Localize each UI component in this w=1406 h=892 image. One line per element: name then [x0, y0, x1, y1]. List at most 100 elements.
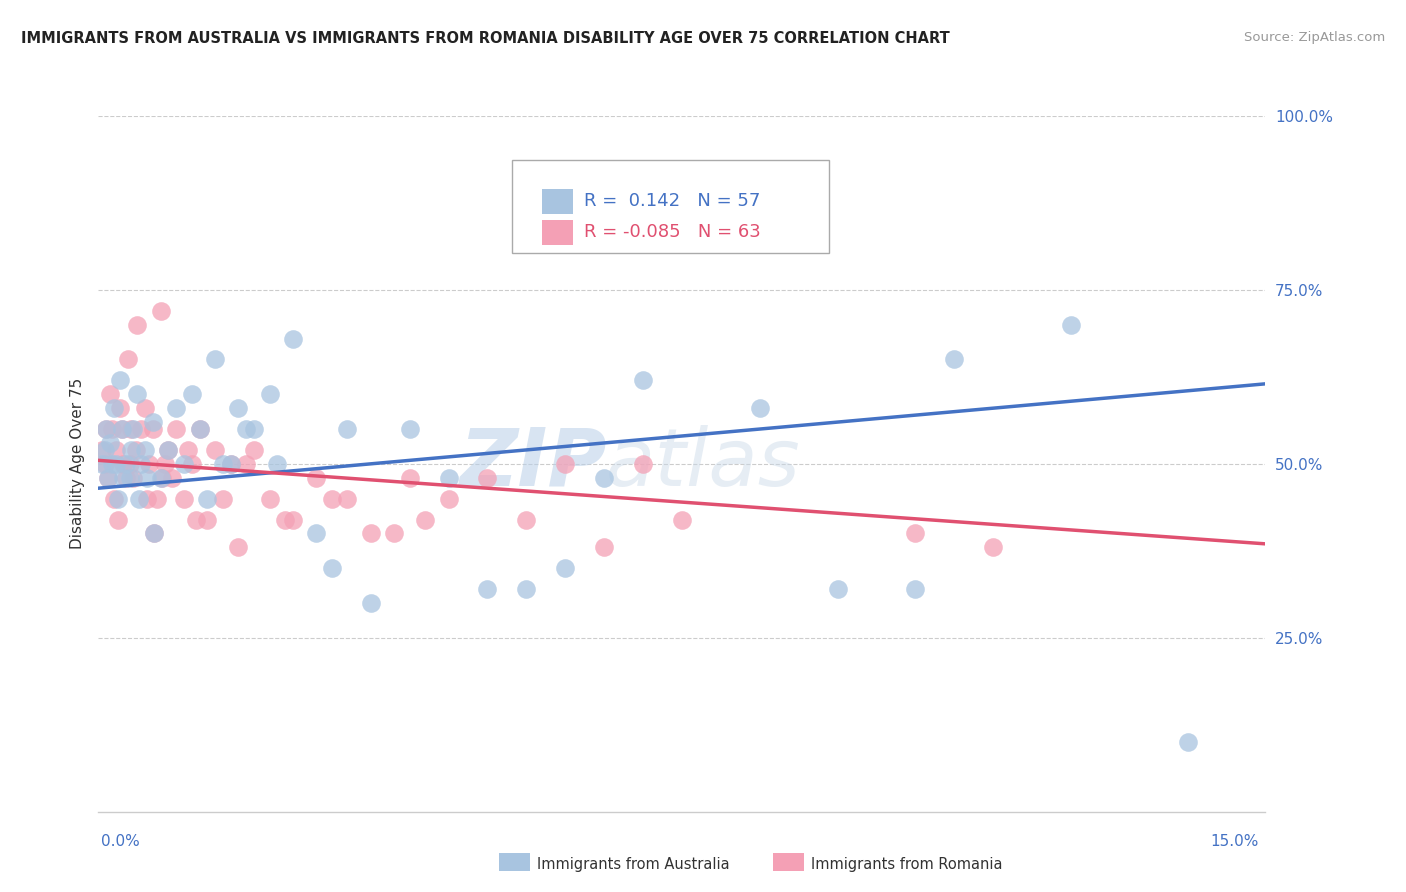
Point — [93, 457, 115, 471]
Point — [97, 471, 120, 485]
Point — [398, 471, 420, 485]
Point — [259, 387, 281, 401]
Point — [91, 457, 114, 471]
Point — [127, 387, 149, 401]
Point — [157, 442, 180, 457]
Point — [212, 457, 235, 471]
Point — [259, 491, 281, 506]
Point — [243, 442, 266, 457]
Point — [129, 457, 152, 471]
Point — [98, 436, 121, 450]
Point — [593, 471, 616, 485]
Point — [165, 422, 187, 436]
Point — [138, 457, 160, 471]
Point — [981, 541, 1004, 555]
Point — [127, 318, 149, 332]
Point — [153, 457, 176, 471]
Point — [228, 541, 250, 555]
Point — [827, 582, 849, 596]
Point — [398, 422, 420, 436]
Point — [112, 457, 135, 471]
Point — [134, 442, 156, 457]
Point — [112, 471, 135, 485]
Point — [195, 491, 218, 506]
Point — [204, 442, 226, 457]
Point — [135, 471, 157, 485]
Text: Immigrants from Australia: Immigrants from Australia — [537, 857, 730, 871]
Point — [103, 491, 125, 506]
Point — [143, 526, 166, 541]
Point — [235, 422, 257, 436]
Point — [117, 352, 139, 367]
Point — [228, 401, 250, 416]
Point — [515, 512, 537, 526]
Point — [382, 526, 405, 541]
Point — [219, 457, 242, 471]
Point — [748, 401, 770, 416]
Point — [554, 457, 576, 471]
Point — [157, 442, 180, 457]
Point — [142, 415, 165, 429]
Point — [101, 422, 124, 436]
Text: Source: ZipAtlas.com: Source: ZipAtlas.com — [1244, 31, 1385, 45]
Text: atlas: atlas — [606, 425, 801, 503]
Point — [143, 526, 166, 541]
Point — [360, 526, 382, 541]
Point — [120, 442, 142, 457]
Point — [173, 457, 195, 471]
Point — [180, 457, 202, 471]
Point — [321, 491, 343, 506]
Point — [98, 387, 121, 401]
Point — [96, 422, 118, 436]
Text: IMMIGRANTS FROM AUSTRALIA VS IMMIGRANTS FROM ROMANIA DISABILITY AGE OVER 75 CORR: IMMIGRANTS FROM AUSTRALIA VS IMMIGRANTS … — [21, 31, 950, 46]
Point — [150, 471, 173, 485]
Point — [125, 442, 148, 457]
Point — [631, 373, 654, 387]
Text: ZIP: ZIP — [458, 425, 606, 503]
Text: R =  0.142   N = 57: R = 0.142 N = 57 — [583, 192, 761, 211]
Point — [631, 457, 654, 471]
Text: Immigrants from Romania: Immigrants from Romania — [811, 857, 1002, 871]
Point — [904, 526, 927, 541]
Point — [360, 596, 382, 610]
Point — [274, 512, 297, 526]
Point — [281, 512, 304, 526]
Point — [413, 512, 436, 526]
Text: R = -0.085   N = 63: R = -0.085 N = 63 — [583, 224, 761, 242]
Point — [710, 193, 733, 207]
Point — [111, 422, 134, 436]
Point — [212, 491, 235, 506]
Point — [108, 373, 131, 387]
Point — [477, 582, 499, 596]
Point — [195, 512, 218, 526]
Point — [184, 512, 207, 526]
Point — [107, 491, 129, 506]
Point — [336, 422, 359, 436]
Point — [128, 491, 150, 506]
Point — [114, 471, 136, 485]
Point — [188, 422, 211, 436]
Point — [108, 401, 131, 416]
Point — [118, 457, 141, 471]
Y-axis label: Disability Age Over 75: Disability Age Over 75 — [69, 378, 84, 549]
Point — [146, 491, 169, 506]
Point — [101, 457, 124, 471]
Point — [204, 352, 226, 367]
Point — [103, 401, 125, 416]
Point — [118, 471, 141, 485]
Point — [162, 471, 184, 485]
Point — [93, 442, 115, 457]
Point — [107, 512, 129, 526]
Point — [305, 471, 328, 485]
Point — [437, 471, 460, 485]
Point — [515, 582, 537, 596]
Point — [266, 457, 288, 471]
Point — [437, 491, 460, 506]
Point — [134, 401, 156, 416]
Point — [305, 526, 328, 541]
Point — [142, 422, 165, 436]
Text: 15.0%: 15.0% — [1211, 834, 1258, 848]
Point — [671, 512, 693, 526]
Point — [336, 491, 359, 506]
Point — [477, 471, 499, 485]
